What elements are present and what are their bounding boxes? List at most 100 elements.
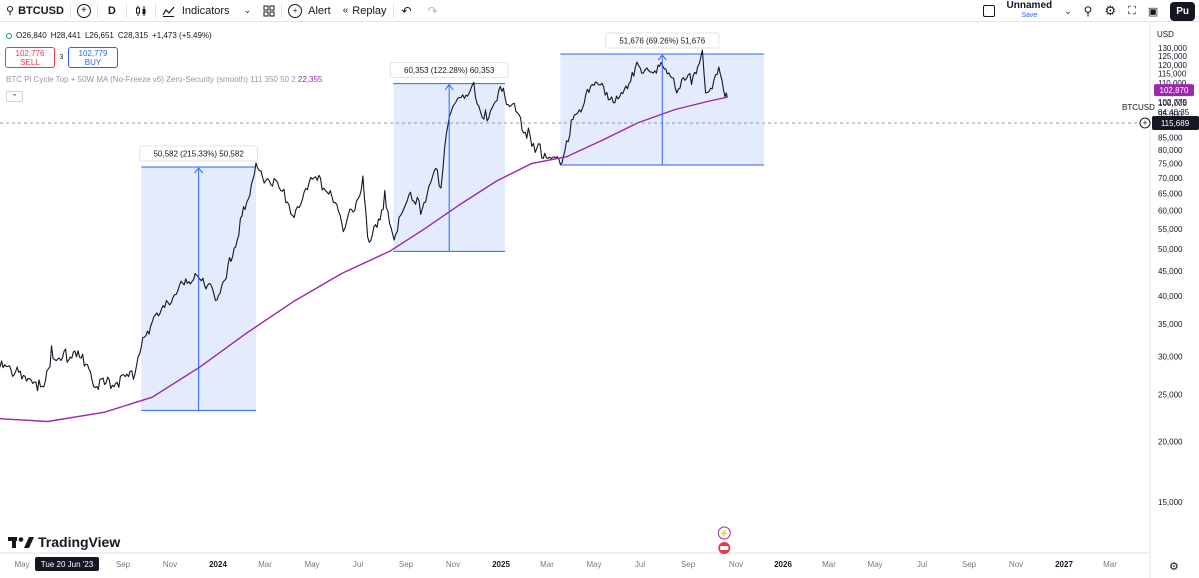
price-range-label: 51,676 (69.26%) 51,676 <box>619 37 705 46</box>
divider <box>96 3 98 18</box>
price-range-arrowhead <box>657 54 667 61</box>
flag-icon <box>720 546 729 550</box>
x-tick-label: Nov <box>446 560 460 569</box>
x-tick-label: Mar <box>1103 560 1117 569</box>
grid-icon <box>263 5 275 16</box>
divider <box>125 3 127 18</box>
publish-button[interactable]: Pu <box>1170 1 1195 21</box>
alert-button[interactable]: + Alert <box>282 0 337 22</box>
divider <box>392 3 394 18</box>
quick-search-icon[interactable]: ⚲ <box>1083 4 1093 18</box>
indicators-button[interactable]: Indicators ⌄ <box>156 0 257 22</box>
layout-checkbox-icon[interactable] <box>982 5 995 17</box>
btcusd-price-line <box>0 49 728 392</box>
y-tick-label: 100,000 <box>1158 99 1187 108</box>
redo-button[interactable]: ↷ <box>420 0 446 22</box>
y-tick-label: 95,000 <box>1158 110 1183 119</box>
interval-button[interactable]: D <box>98 0 126 22</box>
chevron-down-icon[interactable]: ⌄ <box>1064 5 1072 16</box>
x-tick-label: May <box>586 560 601 569</box>
symbol-search-button[interactable]: ⚲ BTCUSD <box>0 0 70 22</box>
settings-gear-icon[interactable]: ⚙ <box>1104 3 1117 18</box>
divider <box>281 3 283 18</box>
gear-icon: ⚙ <box>1169 561 1179 573</box>
layout-name-button[interactable]: Unnamed Save <box>1007 1 1053 21</box>
indicator-legend[interactable]: BTC Pi Cycle Top + 50W MA (No-Freeze v6)… <box>6 75 322 84</box>
plus-icon: + <box>1142 118 1147 128</box>
x-tick-label: Sep <box>962 560 977 569</box>
last-price-label: 102,779 <box>1158 98 1187 107</box>
y-tick-label: 65,000 <box>1158 190 1183 199</box>
y-tick-label: 85,000 <box>1158 133 1183 142</box>
price-range-label-box <box>605 32 720 49</box>
trade-panel: 102,776 SELL 3 102,779 BUY <box>5 47 118 68</box>
sell-price: 102,776 <box>15 48 45 58</box>
collapse-legend-button[interactable]: ⌃ <box>6 91 23 102</box>
currency-label: USD <box>1157 30 1174 39</box>
legend-open: O26,840 <box>16 31 47 40</box>
camera-icon[interactable]: ▣ <box>1147 5 1159 18</box>
indicator-value: 22,355 <box>297 75 323 84</box>
brand-name: TradingView <box>38 534 121 550</box>
indicators-icon <box>162 6 175 17</box>
divider <box>154 3 156 18</box>
y-tick-label: 50,000 <box>1158 245 1183 254</box>
axis-settings-button[interactable]: ⚙ <box>1169 560 1179 573</box>
replay-label: Replay <box>352 4 387 17</box>
y-tick-label: 20,000 <box>1158 438 1183 447</box>
x-tick-label: Nov <box>729 560 743 569</box>
search-icon: ⚲ <box>6 5 15 17</box>
candles-icon <box>135 5 146 16</box>
price-chart[interactable]: 50,582 (215.33%) 50,582 60,353 (122.28%) … <box>0 23 1199 578</box>
toolbar-right: Unnamed Save ⌄ ⚲ ⚙ ⛶ ▣ Pu <box>982 0 1199 22</box>
y-tick-label: 25,000 <box>1158 391 1183 400</box>
buy-label: BUY <box>84 57 102 67</box>
x-tick-label: Mar <box>822 560 836 569</box>
alarm-clock-icon: + <box>288 3 303 18</box>
x-tick-label: Jul <box>635 560 645 569</box>
compare-symbol-button[interactable]: + <box>71 0 97 22</box>
y-tick-label: 75,000 <box>1158 160 1183 169</box>
crosshair-price-label: 115,689 <box>1161 119 1190 128</box>
sell-label: SELL <box>20 57 40 67</box>
x-tick-label: Sep <box>399 560 414 569</box>
currency-selector[interactable]: USD <box>1157 30 1174 39</box>
legend-close: C28,315 <box>117 31 149 40</box>
price-range-label-box <box>389 62 509 79</box>
y-tick-label: 30,000 <box>1158 352 1183 361</box>
chart-type-button[interactable] <box>127 0 155 22</box>
rewind-icon: « <box>342 5 349 16</box>
sell-button[interactable]: 102,776 SELL <box>5 47 55 68</box>
y-tick-label: 130,000 <box>1158 44 1187 53</box>
y-tick-label: 60,000 <box>1158 207 1183 216</box>
layout-name: Unnamed <box>1006 0 1053 11</box>
crosshair-date-label: Tue 20 Jun '23 <box>41 560 94 569</box>
divider <box>69 3 71 18</box>
y-tick-label: 55,000 <box>1158 225 1183 234</box>
ma-price-label: 102,870 <box>1160 86 1189 95</box>
x-tick-label: Nov <box>163 560 177 569</box>
chevron-down-icon[interactable]: ⌄ <box>243 5 252 15</box>
countdown-label: 04:40:35 <box>1158 108 1190 117</box>
chevron-up-icon: ⌃ <box>11 93 18 101</box>
y-tick-label: 70,000 <box>1158 174 1183 183</box>
layouts-button[interactable] <box>257 0 281 22</box>
y-tick-label: 35,000 <box>1158 320 1183 329</box>
legend-change: +1,473 (+5.49%) <box>152 31 212 40</box>
fullscreen-icon[interactable]: ⛶ <box>1128 4 1136 17</box>
x-tick-label: May <box>304 560 319 569</box>
replay-button[interactable]: « Replay <box>337 0 393 22</box>
x-tick-label: Sep <box>681 560 696 569</box>
y-tick-label: 125,000 <box>1158 52 1187 61</box>
plus-circle-icon: + <box>76 3 91 18</box>
buy-button[interactable]: 102,779 BUY <box>68 47 118 68</box>
ohlc-legend: O26,840 H28,441 L26,651 C28,315 +1,473 (… <box>6 31 212 40</box>
undo-button[interactable]: ↶ <box>394 0 420 22</box>
x-tick-label: Mar <box>258 560 272 569</box>
price-range-arrowhead <box>194 167 204 174</box>
price-range-label: 50,582 (215.33%) 50,582 <box>153 150 244 159</box>
undo-icon: ↶ <box>401 3 412 18</box>
buy-price: 102,779 <box>78 48 108 58</box>
x-tick-label: 2027 <box>1055 560 1073 569</box>
